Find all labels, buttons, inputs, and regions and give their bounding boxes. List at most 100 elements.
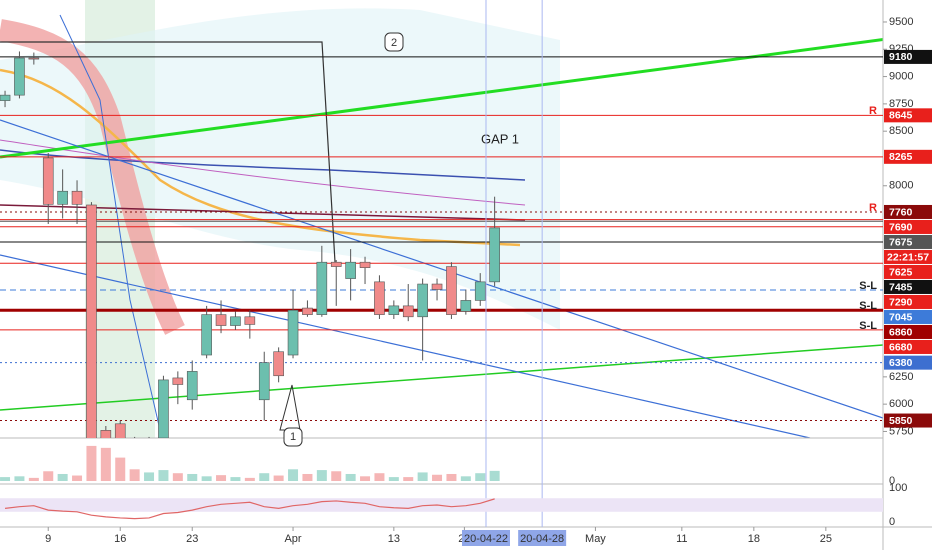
candle-body	[100, 430, 112, 438]
candle-body	[287, 309, 299, 356]
candle-body	[374, 281, 385, 315]
ma	[0, 149, 526, 181]
callout: 2	[391, 37, 397, 49]
price-tag	[884, 234, 932, 249]
volume-bar	[201, 476, 212, 481]
candle-body	[316, 261, 328, 315]
annotation: S-L	[859, 320, 877, 332]
price-tag	[884, 108, 932, 123]
y-tick-label: 8000	[889, 180, 913, 192]
candle-body	[201, 314, 212, 356]
x-tick-label: 18	[748, 533, 760, 545]
price-tag	[884, 339, 932, 354]
price-tag	[884, 149, 932, 164]
price-tag	[884, 309, 932, 324]
overlays	[0, 0, 883, 438]
volume-bar	[460, 476, 471, 481]
price-tag	[884, 294, 932, 309]
volume-bar	[72, 475, 83, 481]
volume-bar	[417, 472, 428, 481]
price-tag-label: 5850	[889, 415, 913, 427]
candle-body	[42, 157, 54, 205]
x-tick-label: 23	[186, 533, 198, 545]
price-tag-label: 7485	[889, 281, 913, 293]
price-tag-label: 7675	[889, 236, 913, 248]
gap-label: GAP 1	[481, 131, 519, 146]
x-tick-label: 9	[45, 533, 51, 545]
trendline	[0, 344, 883, 411]
volume-bar	[403, 477, 414, 481]
volume-bar	[288, 469, 299, 481]
y-tick-label: 0	[889, 516, 895, 528]
y-tick-label: 100	[889, 482, 907, 494]
ma	[0, 68, 521, 247]
candle-body	[417, 283, 428, 318]
ribbon	[0, 19, 185, 335]
y-tick-label: 0	[889, 475, 895, 487]
volume-bar	[316, 470, 327, 481]
volume-bar	[187, 473, 198, 481]
price-tag-label: 6380	[889, 357, 913, 369]
rsi-line	[4, 498, 495, 520]
x-tick-box	[518, 530, 567, 546]
y-tick-label: 9000	[889, 70, 913, 82]
volume-bar	[100, 447, 111, 481]
price-tag-label: 7690	[889, 221, 913, 233]
price-tag	[884, 49, 932, 64]
candle-body	[130, 448, 140, 464]
volume-bar	[475, 473, 486, 481]
drawing	[0, 41, 336, 263]
y-tick-label: 8750	[889, 98, 913, 110]
trendline	[0, 119, 883, 419]
candle-body	[460, 300, 472, 312]
price-tag	[884, 279, 932, 294]
y-tick-label: 5750	[889, 425, 913, 437]
volume-bar	[57, 473, 68, 481]
candle-body	[345, 261, 356, 279]
volume-bar	[360, 476, 371, 481]
volume-bar	[14, 476, 25, 481]
band-line	[59, 14, 161, 431]
candle-body	[172, 377, 184, 385]
volume-bar	[230, 477, 241, 481]
volume-bar	[144, 472, 155, 481]
volume-bar	[273, 475, 284, 481]
volume-bar	[0, 477, 11, 481]
candle-body	[431, 283, 443, 290]
volume-bar	[432, 474, 443, 481]
x-tick-box	[461, 530, 510, 546]
price-tag	[884, 324, 932, 339]
price-tag	[884, 219, 932, 234]
volume-bar	[244, 477, 255, 481]
x-tick-label: 20-04-28	[520, 533, 564, 545]
volume-bar	[345, 473, 356, 481]
candle-body	[258, 362, 270, 401]
volume-bar	[43, 471, 54, 481]
price-tag-label: 7760	[889, 206, 913, 218]
candle-body	[57, 190, 68, 205]
volume-bar	[172, 473, 183, 481]
x-tick-label: Apr	[284, 533, 301, 545]
price-tag-label: 8265	[889, 151, 913, 163]
candle-body	[186, 371, 198, 401]
x-tick-label: 25	[820, 533, 832, 545]
candle-body	[230, 316, 241, 326]
candle-body	[359, 261, 371, 268]
volume-bar	[302, 473, 313, 481]
callout-box	[384, 32, 404, 52]
ma	[0, 139, 526, 206]
price-tag	[884, 264, 932, 279]
price-tag-label: 7045	[889, 311, 913, 323]
y-tick-label: 8500	[889, 125, 913, 137]
price-tag-label: 7290	[889, 296, 913, 308]
price-tag	[884, 204, 932, 219]
candle-body	[273, 351, 284, 377]
candle-body	[14, 57, 25, 96]
volume-bar	[216, 475, 227, 481]
candle-body	[330, 261, 342, 267]
y-tick-label: 9500	[889, 16, 913, 28]
candle-body	[28, 57, 40, 60]
candle-body	[71, 190, 83, 205]
volume-bar	[259, 473, 270, 481]
